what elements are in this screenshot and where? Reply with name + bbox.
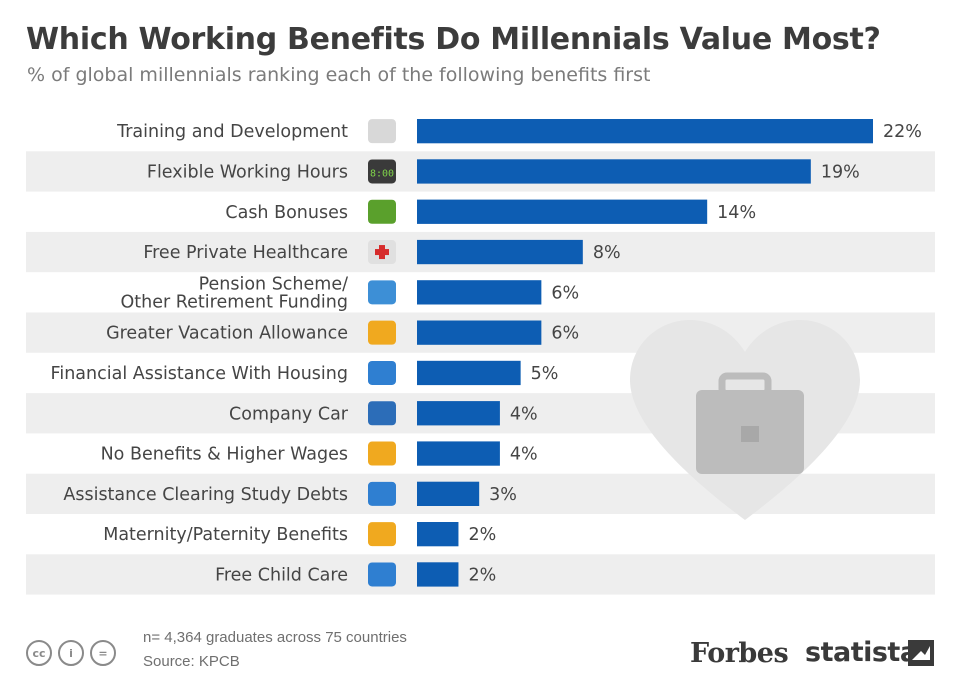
source-note: Source: KPCB xyxy=(143,653,240,670)
briefcase-icon xyxy=(696,372,804,474)
bar xyxy=(417,320,542,345)
bar xyxy=(417,239,583,265)
value-label: 8% xyxy=(593,243,621,263)
bar-chart: Training and Development 22% Flexible Work… xyxy=(26,119,935,595)
bar xyxy=(417,522,459,547)
category-label: No Benefits & Higher Wages xyxy=(101,445,348,465)
bar xyxy=(417,401,500,426)
value-label: 2% xyxy=(468,565,496,585)
piggy-bank-icon xyxy=(368,280,396,305)
pacifier-icon xyxy=(368,562,396,587)
chart-title: Which Working Benefits Do Millennials Va… xyxy=(26,22,881,57)
value-label: 2% xyxy=(468,525,496,545)
category-label: Financial Assistance With Housing xyxy=(51,364,348,384)
bar xyxy=(417,199,708,224)
bar xyxy=(417,441,500,466)
svg-text:8:00: 8:00 xyxy=(370,168,394,179)
first-aid-kit-icon xyxy=(368,240,396,265)
wallet-icon xyxy=(368,441,396,466)
attribution-icon: i xyxy=(58,640,84,666)
value-label: 5% xyxy=(531,364,559,384)
heart-briefcase-decoration xyxy=(630,320,860,520)
certificate-icon xyxy=(368,119,396,144)
category-label: Flexible Working Hours xyxy=(147,162,348,182)
value-label: 19% xyxy=(821,162,860,182)
category-label: Free Private Healthcare xyxy=(143,243,348,263)
license-icons: cc i = xyxy=(26,640,116,666)
bar xyxy=(417,119,873,144)
bar xyxy=(417,562,459,587)
value-label: 14% xyxy=(717,203,756,223)
category-label: Cash Bonuses xyxy=(225,203,348,223)
value-label: 22% xyxy=(883,122,922,142)
alarm-clock-icon: 8:00 xyxy=(368,159,396,184)
banknote-icon xyxy=(368,199,396,224)
graduation-cap-icon xyxy=(368,481,396,506)
forbes-logo[interactable]: Forbes xyxy=(690,638,789,669)
bar xyxy=(417,159,811,184)
bar xyxy=(417,280,542,305)
footer-notes: n= 4,364 graduates across 75 countries S… xyxy=(143,626,407,674)
value-label: 4% xyxy=(510,445,538,465)
bar xyxy=(417,481,480,506)
value-label: 3% xyxy=(489,485,517,505)
category-label: Pension Scheme/Other Retirement Funding xyxy=(121,274,349,312)
statista-logo[interactable]: statista xyxy=(805,637,918,668)
category-label: Free Child Care xyxy=(215,565,348,585)
statista-mark-icon xyxy=(908,640,934,666)
creative-commons-icon: cc xyxy=(26,640,52,666)
sample-note: n= 4,364 graduates across 75 countries xyxy=(143,629,407,646)
no-derivatives-icon: = xyxy=(90,640,116,666)
category-label: Assistance Clearing Study Debts xyxy=(63,485,348,505)
parents-icon xyxy=(368,522,396,547)
value-label: 6% xyxy=(551,324,579,344)
bar xyxy=(417,360,521,386)
value-label: 4% xyxy=(510,404,538,424)
suitcase-icon xyxy=(368,320,396,345)
category-label: Training and Development xyxy=(116,122,348,142)
category-label: Company Car xyxy=(229,404,349,424)
car-icon xyxy=(368,401,396,426)
category-label: Greater Vacation Allowance xyxy=(106,324,348,344)
chart-subtitle: % of global millennials ranking each of … xyxy=(27,64,651,86)
value-label: 6% xyxy=(551,283,579,303)
house-icon xyxy=(368,360,396,385)
category-label: Maternity/Paternity Benefits xyxy=(103,525,348,545)
row-stripe xyxy=(26,554,935,595)
